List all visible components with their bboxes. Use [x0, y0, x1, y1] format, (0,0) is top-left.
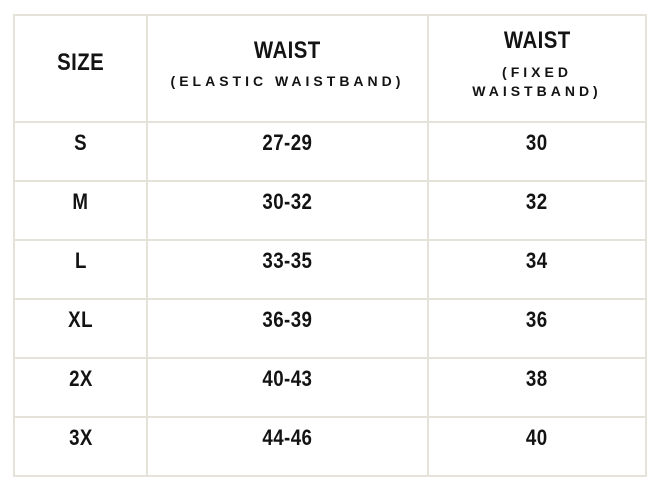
size-value: S [74, 129, 87, 155]
waist-elastic-value: 36-39 [262, 306, 313, 332]
header-row: SIZE WAIST (ELASTIC WAISTBAND) WAIST (FI… [13, 14, 647, 123]
table-row-m: M 30-32 32 [13, 180, 647, 241]
waist-elastic-value: 30-32 [262, 188, 313, 214]
column-header-size: SIZE [13, 14, 148, 123]
waist-elastic-cell: 30-32 [146, 180, 429, 241]
waist-fixed-value: 30 [526, 129, 548, 155]
column-header-waist-fixed-sublabel: (FIXED WAISTBAND) [472, 63, 602, 99]
waist-fixed-value: 36 [526, 306, 548, 332]
table-row-s: S 27-29 30 [13, 121, 647, 182]
table-row-2x: 2X 40-43 38 [13, 357, 647, 418]
waist-elastic-cell: 33-35 [146, 239, 429, 300]
size-cell: 3X [13, 416, 148, 477]
waist-elastic-value: 44-46 [262, 424, 313, 450]
waist-elastic-cell: 27-29 [146, 121, 429, 182]
waist-fixed-cell: 38 [427, 357, 647, 418]
size-cell: 2X [13, 357, 148, 418]
table-row-3x: 3X 44-46 40 [13, 416, 647, 477]
waist-elastic-value: 33-35 [262, 247, 313, 273]
size-value: XL [68, 306, 93, 332]
waist-fixed-cell: 40 [427, 416, 647, 477]
table-row-l: L 33-35 34 [13, 239, 647, 300]
size-cell: XL [13, 298, 148, 359]
column-header-waist-fixed-label: WAIST [503, 27, 571, 55]
waist-fixed-value: 34 [526, 247, 548, 273]
size-cell: S [13, 121, 148, 182]
column-header-waist-elastic: WAIST (ELASTIC WAISTBAND) [146, 14, 429, 123]
waist-fixed-cell: 30 [427, 121, 647, 182]
size-cell: L [13, 239, 148, 300]
waist-fixed-value: 32 [526, 188, 548, 214]
size-cell: M [13, 180, 148, 241]
size-value: 2X [68, 365, 93, 391]
waist-elastic-value: 27-29 [262, 129, 313, 155]
size-value: L [74, 247, 87, 273]
size-value: 3X [68, 424, 93, 450]
column-header-waist-fixed: WAIST (FIXED WAISTBAND) [427, 14, 647, 123]
waist-fixed-value: 40 [526, 424, 548, 450]
waist-elastic-cell: 36-39 [146, 298, 429, 359]
waist-elastic-cell: 44-46 [146, 416, 429, 477]
size-chart-table: SIZE WAIST (ELASTIC WAISTBAND) WAIST (FI… [13, 14, 647, 477]
column-header-size-label: SIZE [56, 48, 105, 76]
size-value: M [72, 188, 89, 214]
column-header-waist-elastic-sublabel: (ELASTIC WAISTBAND) [170, 73, 405, 90]
waist-elastic-value: 40-43 [262, 365, 313, 391]
waist-fixed-cell: 36 [427, 298, 647, 359]
column-header-waist-elastic-label: WAIST [254, 36, 321, 64]
waist-fixed-cell: 32 [427, 180, 647, 241]
waist-elastic-cell: 40-43 [146, 357, 429, 418]
table-row-xl: XL 36-39 36 [13, 298, 647, 359]
waist-fixed-cell: 34 [427, 239, 647, 300]
waist-fixed-value: 38 [526, 365, 548, 391]
